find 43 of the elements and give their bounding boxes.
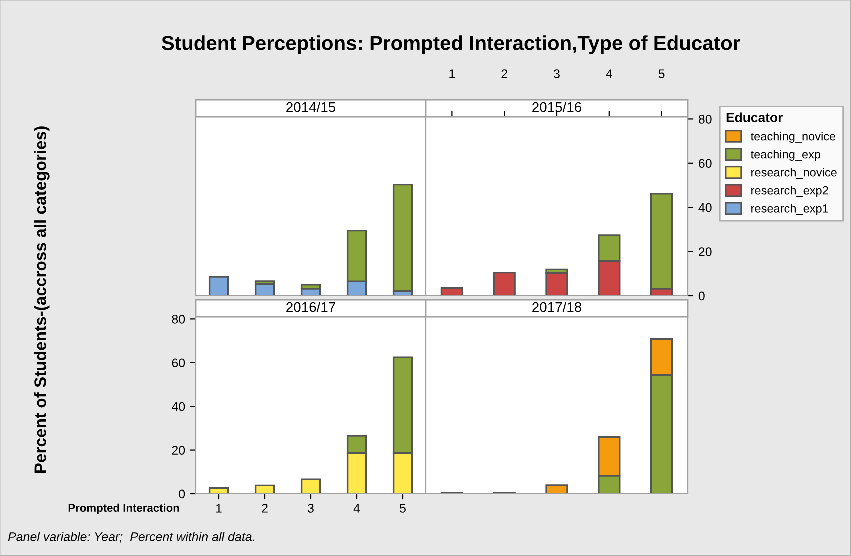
y-axis-title: Percent of Students-(accross all categories) xyxy=(34,126,50,473)
legend-label: teaching_novice xyxy=(750,132,836,144)
y-tick-label: 60 xyxy=(699,159,712,168)
text: Panel variable: Year; Percent within all data. xyxy=(8,532,254,543)
y-tick-label: 0 xyxy=(179,490,186,499)
bar xyxy=(546,272,568,296)
y-tick-label: 40 xyxy=(698,203,712,212)
legend-title: Educator xyxy=(726,112,783,122)
x-tick-label: 3 xyxy=(308,504,314,513)
x-tick-label: 3 xyxy=(554,70,560,78)
bar xyxy=(392,184,414,292)
y-tick-label: 0 xyxy=(698,292,705,301)
bar xyxy=(208,276,230,296)
x-tick-label: 5 xyxy=(658,70,665,78)
x-tick-label: 1 xyxy=(450,70,456,78)
chart-subtitle: 2017/18 xyxy=(532,302,582,312)
y-tick-label: 60 xyxy=(172,358,186,368)
legend-label: research_novice xyxy=(752,168,837,179)
y-tick-label: 80 xyxy=(698,115,712,124)
x-tick-label: 5 xyxy=(400,504,406,513)
bar xyxy=(493,272,516,296)
bar xyxy=(546,484,568,494)
y-tick-label: 80 xyxy=(172,314,186,324)
chart-subtitle: 2016/17 xyxy=(286,302,336,312)
chart-title: Student Perceptions: Prompted Interaction,Type of Educator xyxy=(162,36,740,54)
bar xyxy=(440,287,464,296)
y-tick-label: 20 xyxy=(699,248,712,256)
x-tick-label: 4 xyxy=(354,504,360,513)
y-tick-label: 40 xyxy=(172,402,186,412)
x-tick-label: 2 xyxy=(502,70,508,78)
chart-subtitle: 2014/15 xyxy=(286,102,336,112)
x-tick-label: 2 xyxy=(262,504,268,513)
bar xyxy=(300,478,322,494)
x-axis-title: Prompted Interaction xyxy=(68,504,180,514)
legend-label: research_exp1 xyxy=(752,204,828,216)
x-tick-label: 4 xyxy=(606,70,613,78)
legend-label: teaching_exp xyxy=(750,150,821,162)
bar xyxy=(254,484,276,494)
x-tick-label: 1 xyxy=(216,504,222,513)
bar xyxy=(208,487,230,494)
legend-label: research_exp2 xyxy=(752,186,828,198)
chart-subtitle: 2015/16 xyxy=(532,102,582,112)
y-tick-label: 20 xyxy=(172,446,186,455)
